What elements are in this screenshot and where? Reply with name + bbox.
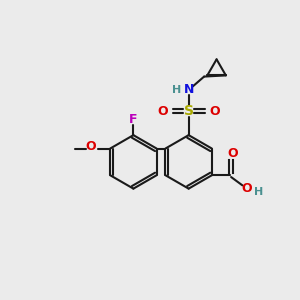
Text: O: O <box>209 105 220 118</box>
Text: O: O <box>242 182 253 195</box>
Text: H: H <box>254 187 264 197</box>
Text: F: F <box>129 113 138 126</box>
Text: O: O <box>227 147 238 160</box>
Text: O: O <box>157 105 168 118</box>
Text: N: N <box>184 83 195 97</box>
Text: O: O <box>85 140 96 153</box>
Text: H: H <box>172 85 182 95</box>
Text: S: S <box>184 104 194 118</box>
